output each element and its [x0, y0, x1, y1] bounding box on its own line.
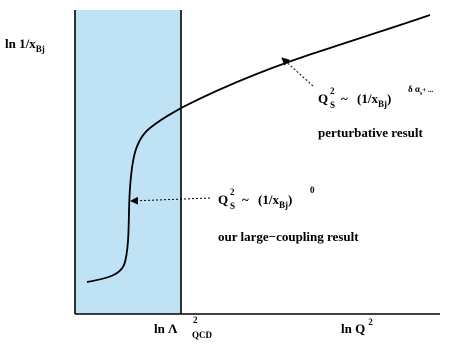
- perturbative-tilde: ~: [341, 91, 348, 106]
- y-axis-label: ln 1/xBj: [5, 36, 45, 54]
- perturbative-caption: perturbative result: [318, 125, 423, 140]
- large-coupling-formula: Q: [218, 192, 228, 207]
- perturbative-formula: Q: [318, 91, 328, 106]
- perturbative-exponent: δ αs+ ...: [408, 84, 434, 97]
- large-coupling-lhs-sup: 2: [230, 187, 235, 197]
- large-coupling-pointer: [130, 196, 211, 205]
- large-coupling-exponent: 0: [310, 185, 315, 195]
- perturbative-rhs: (1/xBj): [357, 91, 391, 109]
- saturation-curve: [86, 14, 431, 283]
- lambda-qcd-label: ln Λ: [154, 321, 178, 336]
- lambda-qcd-sub: QCD: [192, 330, 213, 340]
- large-coupling-rhs: (1/xBj): [258, 192, 292, 210]
- large-coupling-caption: our large−coupling result: [218, 229, 359, 244]
- shaded-region: [75, 10, 181, 314]
- perturbative-lhs-sup: 2: [330, 86, 335, 96]
- large-coupling-lhs-sub: S: [230, 201, 235, 211]
- large-coupling-tilde: ~: [242, 192, 249, 207]
- perturbative-lhs-sub: S: [330, 100, 335, 110]
- perturbative-pointer: [281, 57, 314, 87]
- lambda-qcd-sup: 2: [193, 315, 198, 325]
